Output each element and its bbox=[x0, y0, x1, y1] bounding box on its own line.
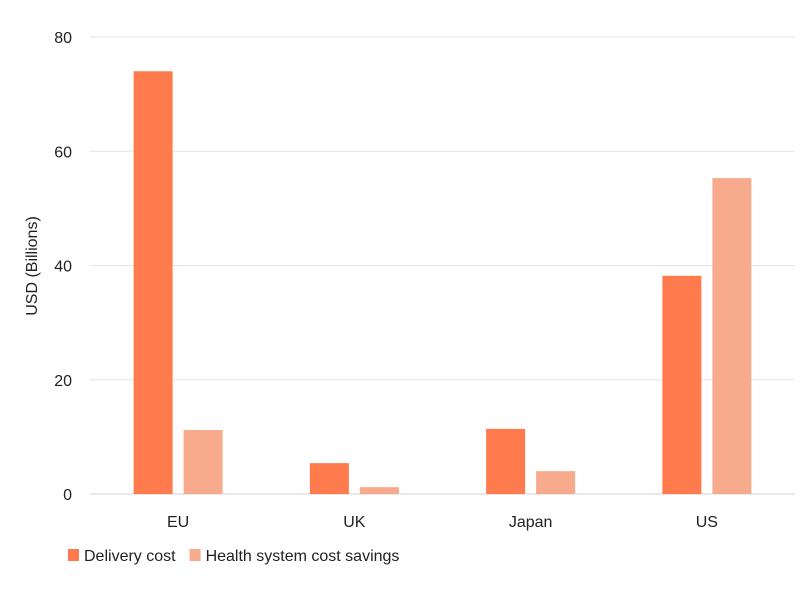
bar-uk-delivery-cost bbox=[309, 463, 349, 494]
bar-us-delivery-cost bbox=[662, 275, 702, 494]
x-tick-label: US bbox=[696, 514, 718, 531]
bars bbox=[133, 71, 752, 495]
bar-japan-delivery-cost bbox=[486, 428, 526, 494]
y-tick-label: 80 bbox=[54, 30, 72, 47]
bar-us-health-savings bbox=[712, 178, 752, 494]
legend-label: Delivery cost bbox=[84, 548, 176, 565]
x-tick-labels: EU UK Japan US bbox=[167, 514, 718, 531]
bar-eu-health-savings bbox=[183, 430, 223, 494]
x-tick-label: EU bbox=[167, 514, 189, 531]
legend-swatch bbox=[68, 549, 79, 561]
legend-swatch bbox=[189, 549, 201, 561]
y-tick-label: 0 bbox=[63, 487, 72, 504]
y-tick-labels: 0 20 40 60 80 bbox=[54, 30, 72, 504]
bar-eu-delivery-cost bbox=[133, 71, 173, 495]
bar-japan-health-savings bbox=[536, 471, 576, 494]
legend-label: Health system cost savings bbox=[206, 548, 400, 565]
bar-uk-health-savings bbox=[359, 487, 399, 494]
x-tick-label: UK bbox=[343, 514, 366, 531]
y-axis-label: USD (Billions) bbox=[24, 216, 41, 316]
y-tick-label: 40 bbox=[54, 259, 72, 276]
y-tick-label: 20 bbox=[54, 373, 72, 390]
legend: Delivery cost Health system cost savings bbox=[68, 548, 399, 565]
y-tick-label: 60 bbox=[54, 144, 72, 161]
x-tick-label: Japan bbox=[509, 514, 553, 531]
